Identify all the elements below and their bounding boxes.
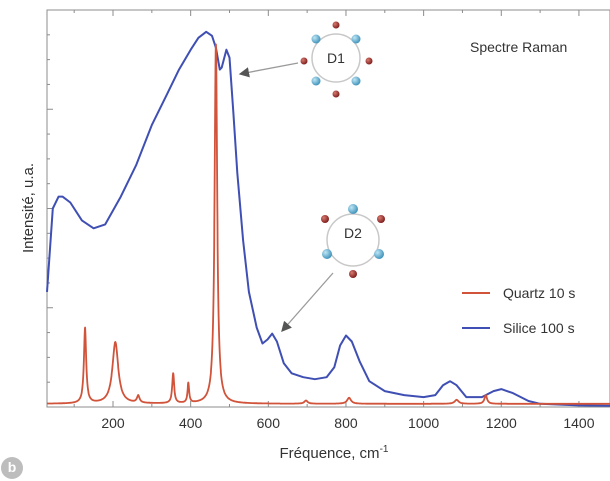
y-axis-label: Intensité, u.a. <box>20 163 37 253</box>
y-axis-ticks <box>47 9 53 383</box>
series-layer <box>46 30 610 407</box>
x-axis-ticks <box>73 10 580 407</box>
ring-d1-oxygen-atom <box>332 21 340 29</box>
ring-d2-silicon-atom <box>348 204 358 214</box>
chart-title: Spectre Raman <box>470 39 567 55</box>
ring-d1-silicon-atom <box>311 76 321 86</box>
annotation-d2-arrow <box>281 272 334 332</box>
x-tick-label: 1200 <box>486 415 517 431</box>
ring-d1-oxygen-atom <box>300 57 308 65</box>
ring-d1-silicon-atom <box>351 34 361 44</box>
legend: Quartz 10 s Silice 100 s <box>462 285 575 336</box>
panel-label-badge: b <box>1 457 23 479</box>
ring-d2-silicon-atom <box>374 249 384 259</box>
annotation-d2-label: D2 <box>344 225 362 241</box>
x-tick-label: 400 <box>179 415 203 431</box>
x-axis-tick-labels: 200 400 600 800 1000 1200 1400 <box>101 415 594 431</box>
ring-d2-oxygen-atom <box>321 215 329 223</box>
x-tick-label: 1000 <box>408 415 439 431</box>
ring-d1-oxygen-atom <box>332 90 340 98</box>
x-axis-label-text: Fréquence, cm <box>280 445 380 462</box>
plot-frame <box>46 9 610 408</box>
annotation-d1-label: D1 <box>327 50 345 66</box>
ring-d1-bond-ring <box>311 33 361 83</box>
x-tick-label: 1400 <box>563 415 594 431</box>
series-line-silice <box>46 30 610 407</box>
series-line-quartz <box>46 43 610 405</box>
ring-d2-oxygen-atom <box>349 270 357 278</box>
x-tick-label: 800 <box>334 415 358 431</box>
x-tick-label: 600 <box>257 415 281 431</box>
legend-label-quartz: Quartz 10 s <box>503 285 575 301</box>
legend-label-silice: Silice 100 s <box>503 320 575 336</box>
x-axis-label-superscript: -1 <box>380 444 389 455</box>
ring-d2-molecule-icon: D2 <box>321 204 385 278</box>
x-axis-label: Fréquence, cm-1 <box>280 444 389 462</box>
ring-d2-oxygen-atom <box>377 215 385 223</box>
x-tick-label: 200 <box>101 415 125 431</box>
ring-d1-silicon-atom <box>311 34 321 44</box>
annotation-d1-arrow <box>238 62 299 78</box>
ring-d1-oxygen-atom <box>365 57 373 65</box>
ring-d2-silicon-atom <box>322 249 332 259</box>
ring-d1-molecule-icon: D1 <box>300 21 373 98</box>
ring-d1-silicon-atom <box>351 76 361 86</box>
